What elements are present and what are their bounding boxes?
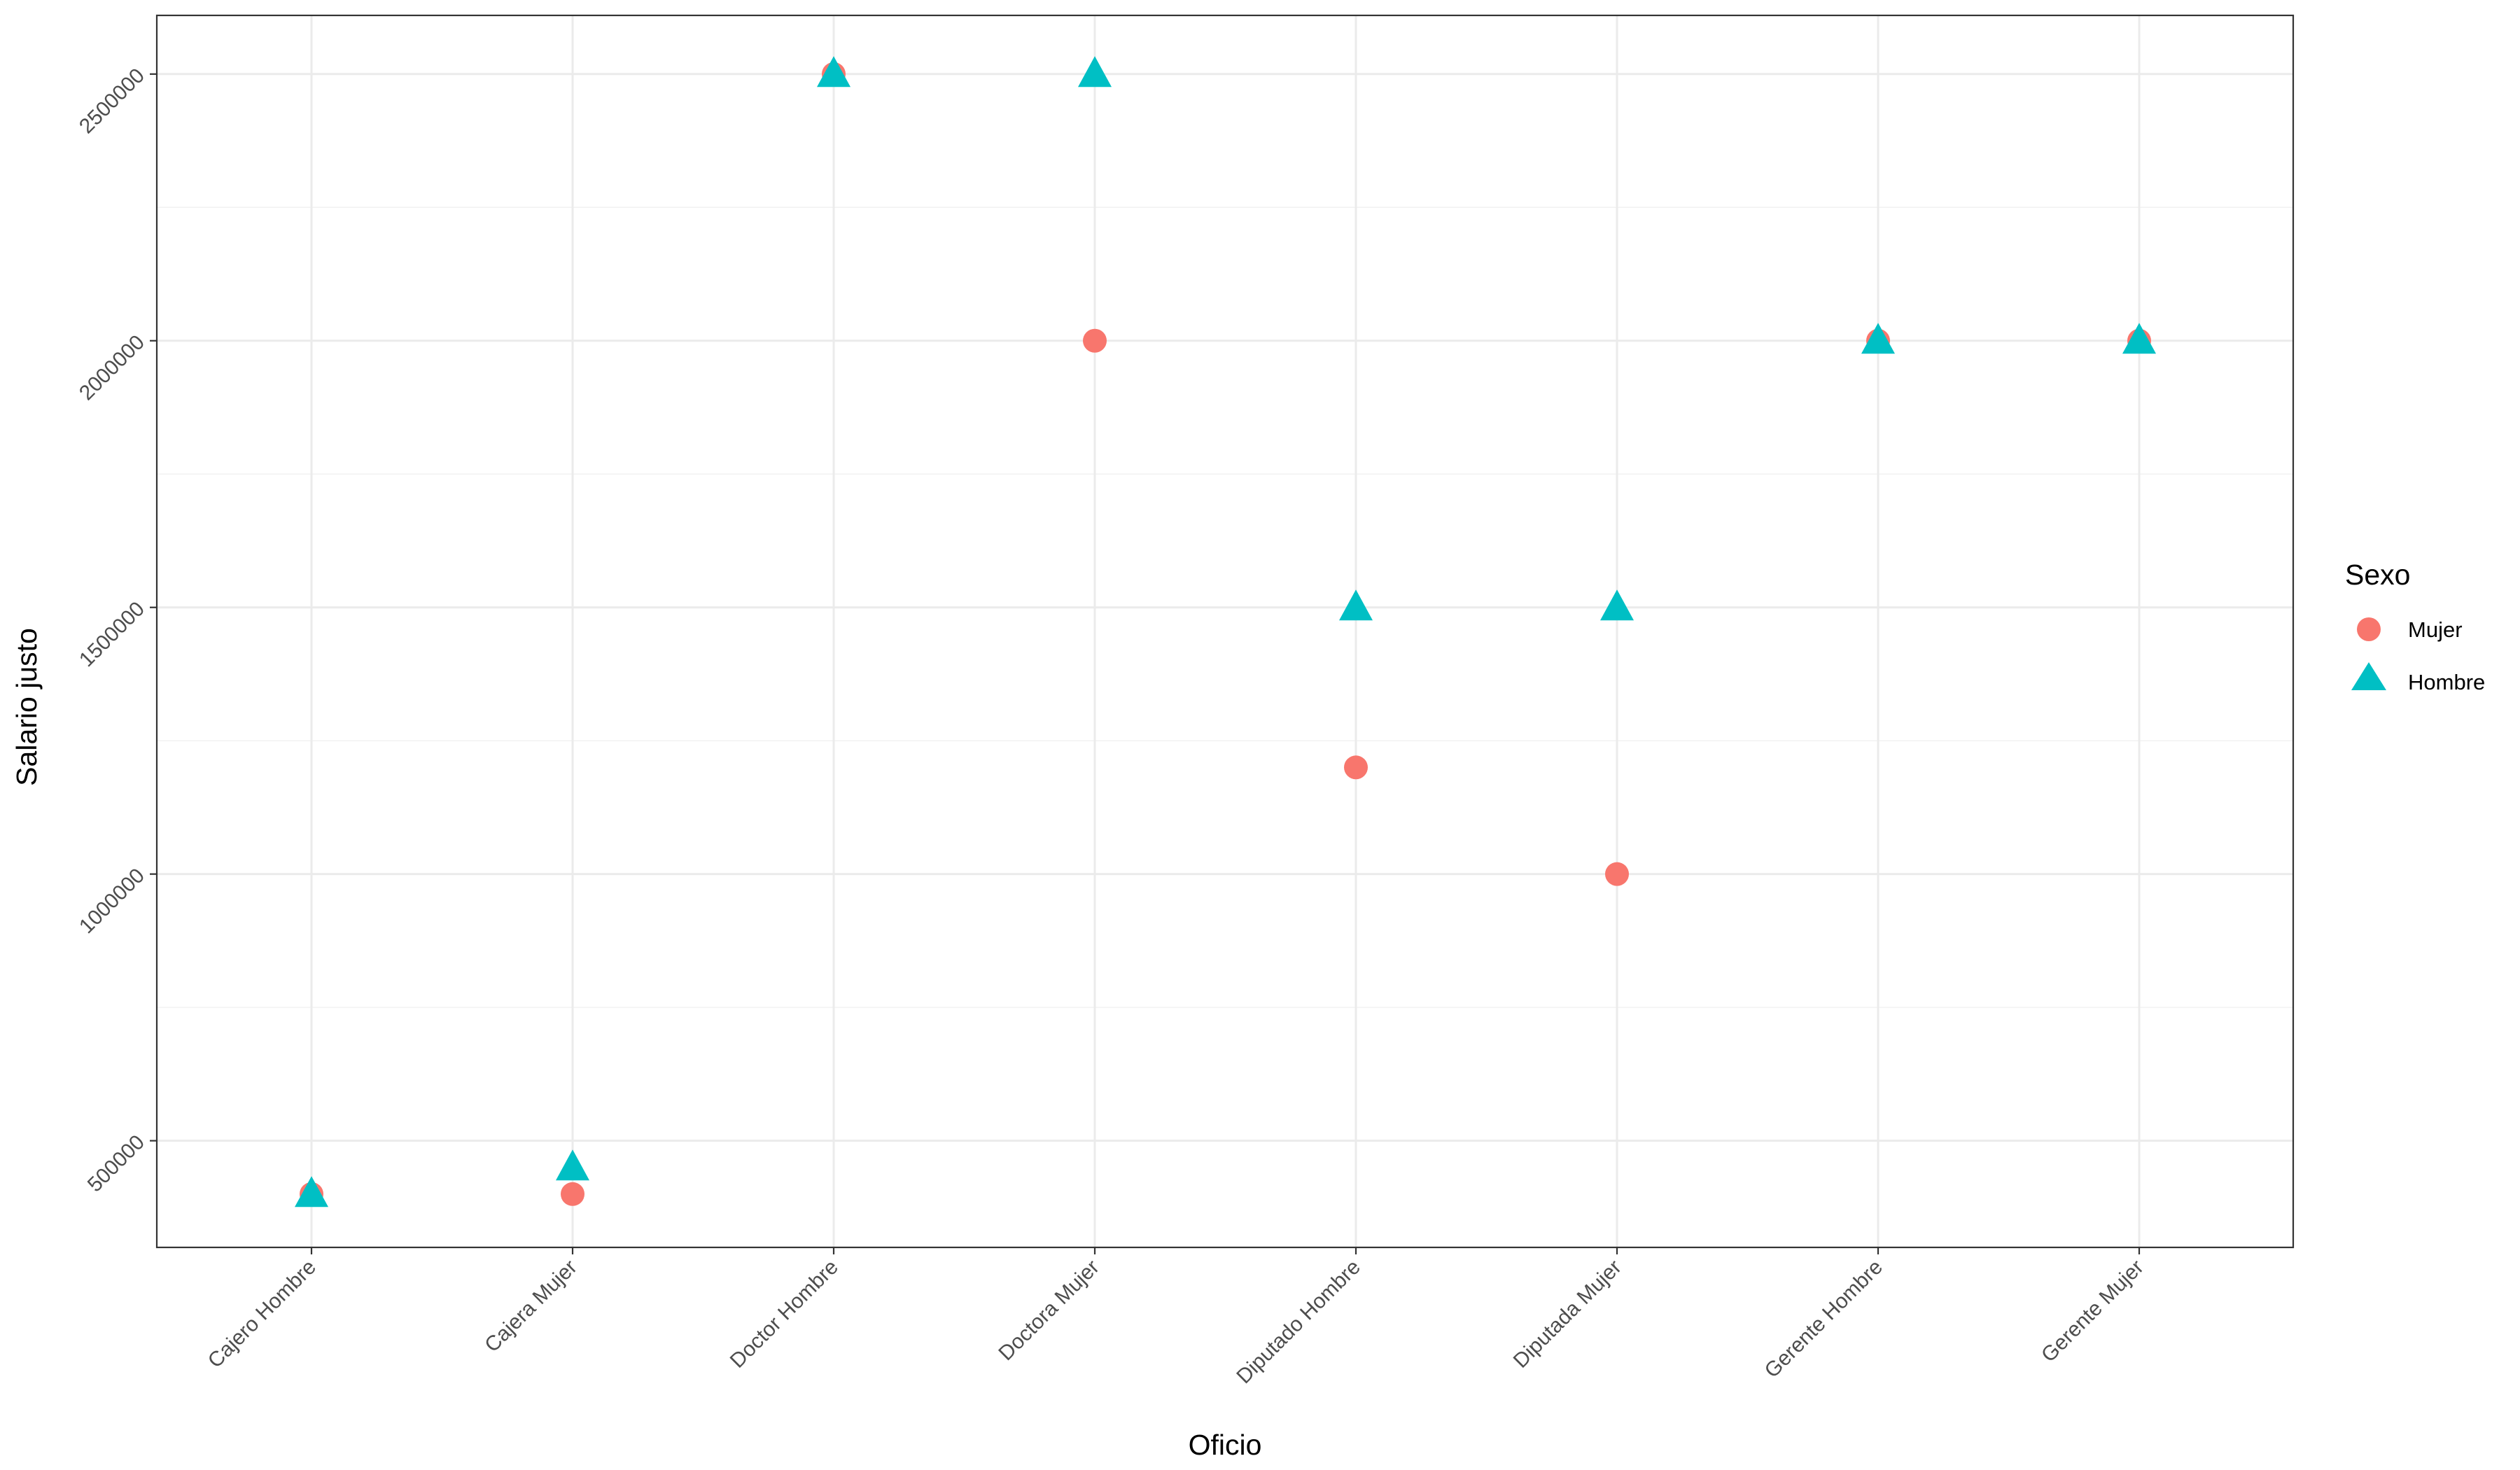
point-hombre bbox=[1078, 56, 1112, 88]
point-hombre bbox=[556, 1149, 589, 1181]
legend-label-hombre: Hombre bbox=[2408, 670, 2485, 694]
point-hombre bbox=[2122, 323, 2156, 354]
point-hombre bbox=[295, 1176, 328, 1208]
legend-key-mujer-icon bbox=[2357, 617, 2381, 641]
point-mujer bbox=[1344, 755, 1368, 780]
point-hombre bbox=[1339, 589, 1373, 621]
point-mujer bbox=[1083, 328, 1107, 353]
point-hombre bbox=[1861, 323, 1895, 354]
x-axis-title: Oficio bbox=[1189, 1429, 1262, 1461]
legend: Sexo Mujer Hombre bbox=[2345, 559, 2485, 694]
data-points bbox=[295, 56, 2156, 1208]
legend-title: Sexo bbox=[2345, 559, 2410, 591]
grid-lines bbox=[157, 15, 2293, 1247]
point-hombre bbox=[1600, 589, 1634, 621]
legend-key-hombre-icon bbox=[2351, 662, 2386, 690]
point-mujer bbox=[1605, 862, 1629, 886]
point-hombre bbox=[817, 56, 850, 88]
legend-label-mujer: Mujer bbox=[2408, 617, 2463, 642]
y-axis-title: Salario justo bbox=[10, 628, 43, 786]
plot-panel-border bbox=[155, 14, 2295, 1249]
point-mujer bbox=[561, 1182, 584, 1206]
